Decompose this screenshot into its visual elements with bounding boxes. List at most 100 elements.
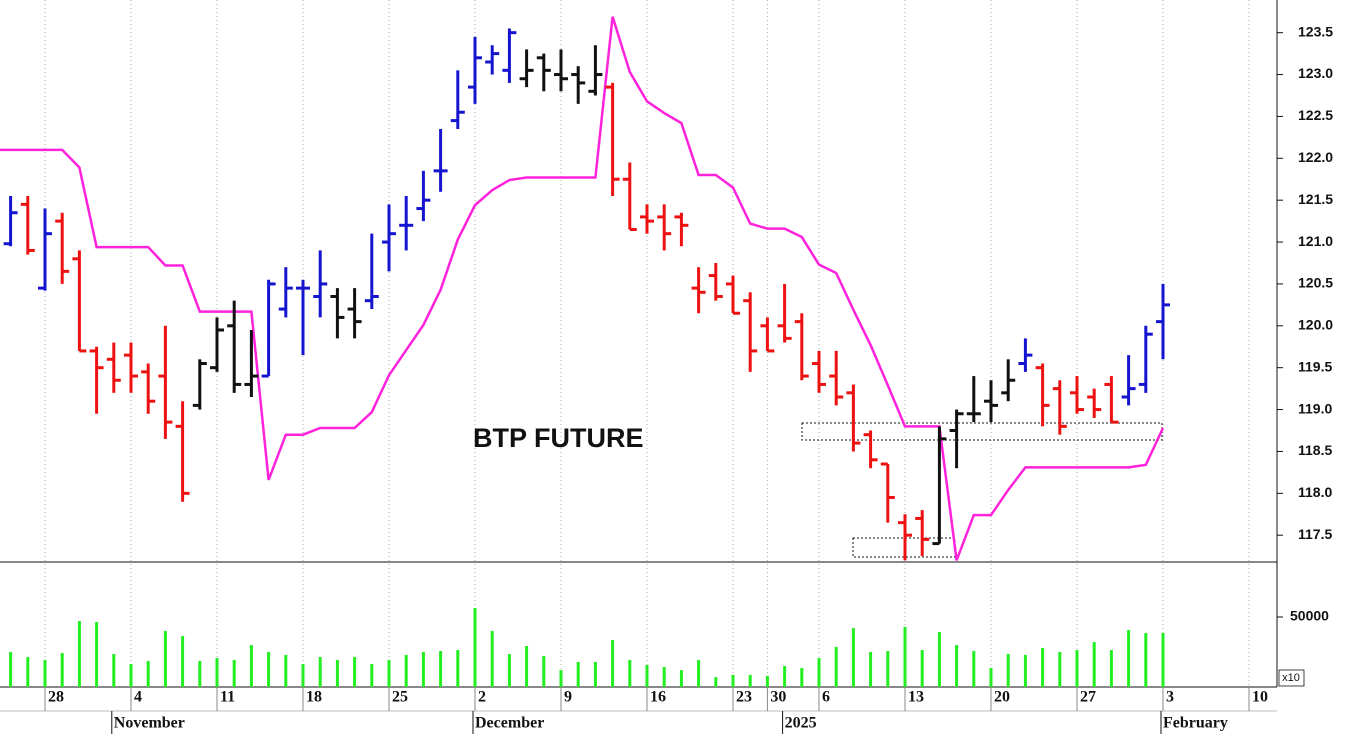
x-tick-label: 16 xyxy=(650,689,666,706)
volume-bar xyxy=(542,656,546,687)
x-tick-label: 23 xyxy=(736,689,752,706)
month-label: December xyxy=(475,715,544,732)
y-tick-label: 118.5 xyxy=(1298,442,1332,458)
volume-bar xyxy=(645,665,649,687)
volume-bar xyxy=(404,654,408,687)
volume-bar xyxy=(593,661,597,687)
volume-bar xyxy=(9,652,13,687)
month-label: February xyxy=(1163,715,1228,732)
x-tick-label: 18 xyxy=(306,689,322,706)
volume-bar xyxy=(77,621,81,687)
volume-bar xyxy=(783,666,787,687)
y-tick-label: 117.5 xyxy=(1298,526,1332,542)
x-tick-label: 11 xyxy=(220,689,235,706)
volume-bar xyxy=(1006,653,1010,687)
volume-bar xyxy=(232,659,236,687)
x-tick-label: 30 xyxy=(770,689,786,706)
volume-bar xyxy=(318,657,322,687)
x-tick-label: 27 xyxy=(1080,689,1096,706)
volume-bar xyxy=(60,652,64,687)
volume-bar xyxy=(335,659,339,687)
volume-bar xyxy=(146,660,150,687)
x-tick-label: 13 xyxy=(908,689,924,706)
volume-bar xyxy=(1092,642,1096,687)
y-tick-label: 122.5 xyxy=(1298,107,1333,123)
volume-bar xyxy=(439,651,443,687)
y-tick-label: 120.5 xyxy=(1298,275,1333,291)
volume-bar xyxy=(731,674,735,687)
volume-bar xyxy=(576,661,580,687)
volume-bar xyxy=(611,639,615,687)
x-tick-label: 3 xyxy=(1166,689,1174,706)
volume-bar xyxy=(920,650,924,687)
x-tick-label: 10 xyxy=(1252,689,1268,706)
month-label: November xyxy=(114,715,185,732)
volume-bar xyxy=(1161,632,1165,687)
x-tick-label: 25 xyxy=(392,689,408,706)
volume-bar xyxy=(851,628,855,687)
volume-bar xyxy=(215,658,219,687)
y-tick-label: 118.0 xyxy=(1298,484,1332,500)
volume-bar xyxy=(473,608,477,687)
volume-bar xyxy=(1144,632,1148,687)
volume-bar xyxy=(112,653,116,687)
volume-bar xyxy=(507,653,511,687)
scale-note-box xyxy=(1278,669,1305,687)
volume-bar xyxy=(43,659,47,687)
volume-bar xyxy=(559,670,563,687)
volume-bar xyxy=(1058,652,1062,687)
y-tick-label: 50000 xyxy=(1290,608,1329,624)
volume-bar xyxy=(267,652,271,687)
volume-bar xyxy=(95,622,99,687)
volume-bar xyxy=(972,651,976,687)
volume-bar xyxy=(748,674,752,687)
x-tick-label: 28 xyxy=(48,689,64,706)
volume-bar xyxy=(886,651,890,687)
y-tick-label: 121.0 xyxy=(1298,233,1333,249)
y-tick-label: 121.5 xyxy=(1298,191,1333,207)
scale-note: x10 xyxy=(1282,672,1300,684)
volume-bar xyxy=(198,660,202,687)
volume-bar xyxy=(869,652,873,687)
month-label: 2025 xyxy=(785,715,817,732)
x-tick-label: 9 xyxy=(564,689,572,706)
stop-line xyxy=(0,16,1165,561)
volume-bar xyxy=(163,631,167,687)
volume-bar xyxy=(679,670,683,687)
volume-bar xyxy=(353,657,357,687)
y-tick-label: 119.0 xyxy=(1298,400,1332,416)
y-tick-label: 123.0 xyxy=(1298,65,1333,81)
grid xyxy=(44,0,1250,687)
x-tick-label: 6 xyxy=(822,689,830,706)
volume-bar xyxy=(26,657,30,687)
volume-bar xyxy=(937,631,941,687)
volume-bar xyxy=(181,636,185,687)
x-tick-label: 20 xyxy=(994,689,1010,706)
volume-bar xyxy=(421,652,425,687)
chart-title: BTP FUTURE xyxy=(473,423,644,453)
volume-bar xyxy=(662,666,666,687)
y-tick-label: 122.0 xyxy=(1298,149,1333,165)
volume-bar xyxy=(903,626,907,687)
volume-bar xyxy=(989,667,993,687)
y-tick-label: 120.0 xyxy=(1298,317,1333,333)
volume-bar xyxy=(834,646,838,687)
volume-bar xyxy=(525,645,529,687)
volume-bar xyxy=(249,645,253,687)
volume-bar xyxy=(1109,650,1113,687)
volume-bar xyxy=(284,654,288,687)
volume-bar xyxy=(387,659,391,687)
y-tick-label: 119.5 xyxy=(1298,358,1332,374)
volume-bar xyxy=(765,675,769,687)
volume-bar xyxy=(800,667,804,687)
volume-bar xyxy=(697,659,701,687)
x-tick-label: 4 xyxy=(134,689,142,706)
volume-bar xyxy=(1075,650,1079,687)
volume-bar xyxy=(1023,654,1027,687)
volume-bar xyxy=(714,677,718,687)
volume-bar xyxy=(456,650,460,687)
volume-bar xyxy=(490,631,494,687)
volume-bar xyxy=(370,664,374,687)
